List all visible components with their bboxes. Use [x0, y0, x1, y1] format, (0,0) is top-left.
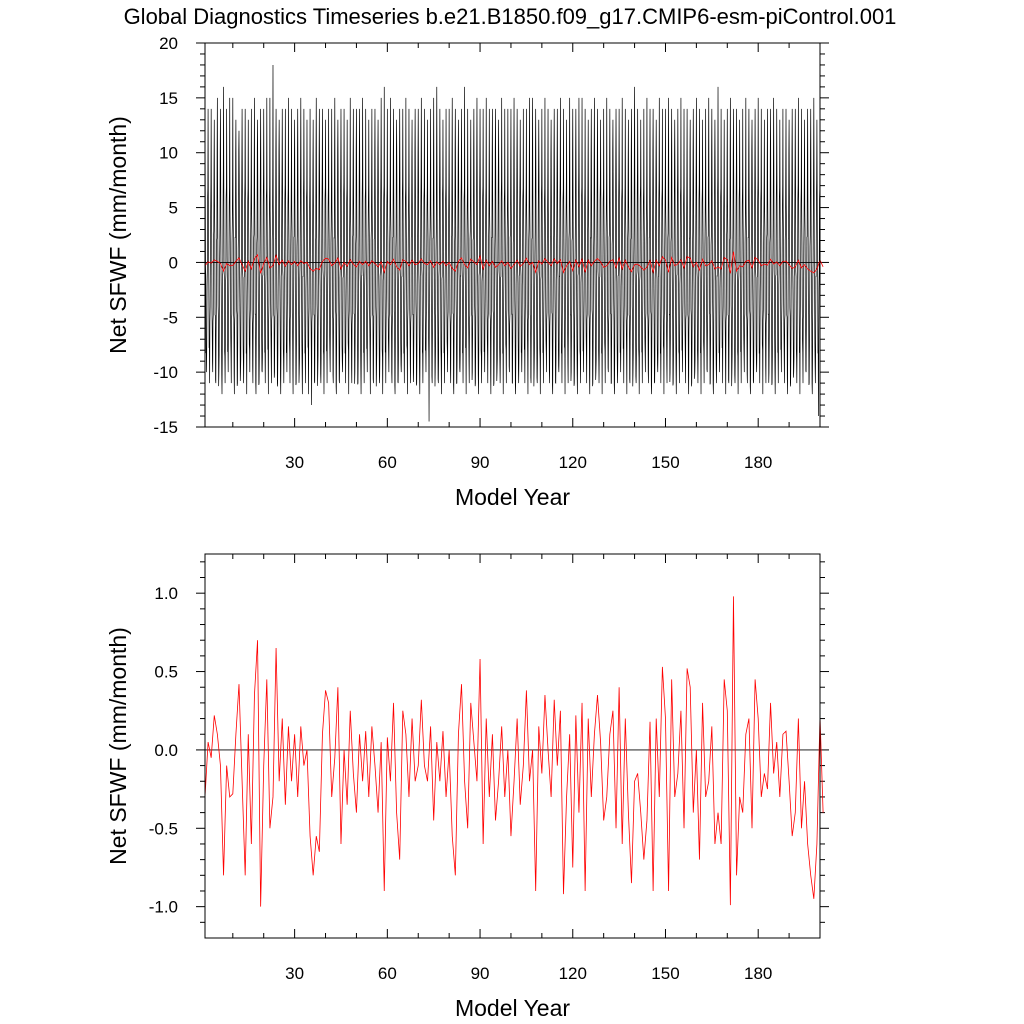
y-tick-label: 1.0	[154, 584, 178, 603]
x-tick-label: 60	[378, 453, 397, 472]
bottom-panel-x-axis-title: Model Year	[455, 995, 570, 1021]
y-tick-label: 0.0	[154, 741, 178, 760]
top-panel: 30 60 90 120 150 180 -15 -10 -5 0 5 10 15 20 Model Ye…	[105, 34, 829, 510]
y-tick-label: 5	[169, 199, 178, 218]
annual-mean-series-line	[204, 596, 824, 907]
x-tick-label: 150	[651, 964, 679, 983]
x-tick-label: 120	[559, 453, 587, 472]
x-tick-label: 180	[744, 964, 772, 983]
annual-mean-series-line	[204, 251, 824, 274]
y-tick-label: 0.5	[154, 663, 178, 682]
y-tick-label: -15	[153, 418, 178, 437]
bottom-panel-marks	[204, 596, 824, 907]
y-tick-label: 0	[169, 253, 178, 272]
y-tick-label: -0.5	[149, 819, 178, 838]
top-panel-x-axis-title: Model Year	[455, 484, 570, 510]
x-tick-label: 120	[559, 964, 587, 983]
x-tick-label: 90	[471, 964, 490, 983]
figure-title: Global Diagnostics Timeseries b.e21.B185…	[124, 4, 897, 29]
bottom-panel-ticks	[196, 554, 829, 938]
x-tick-label: 150	[651, 453, 679, 472]
x-tick-label: 30	[285, 964, 304, 983]
top-panel-tick-labels: 30 60 90 120 150 180 -15 -10 -5 0 5 10 15 20	[153, 34, 772, 472]
bottom-panel-y-axis-title: Net SFWF (mm/month)	[105, 627, 131, 865]
top-panel-marks	[204, 64, 824, 422]
top-panel-frame	[204, 42, 821, 428]
y-tick-label: -1.0	[149, 898, 178, 917]
x-tick-label: 90	[471, 453, 490, 472]
x-tick-label: 60	[378, 964, 397, 983]
monthly-series-line	[204, 64, 821, 422]
bottom-panel-tick-labels: 30 60 90 120 150 180 -1.0 -0.5 0.0 0.5 1.0	[149, 584, 773, 983]
x-tick-label: 180	[744, 453, 772, 472]
y-tick-label: 20	[159, 34, 178, 53]
y-tick-label: 10	[159, 144, 178, 163]
bottom-panel: 30 60 90 120 150 180 -1.0 -0.5 0.0 0.5 1.0 Model Y…	[105, 553, 829, 1021]
y-tick-label: 15	[159, 89, 178, 108]
top-panel-y-axis-title: Net SFWF (mm/month)	[105, 116, 131, 354]
y-tick-label: -10	[153, 363, 178, 382]
y-tick-label: -5	[163, 308, 178, 327]
x-tick-label: 30	[285, 453, 304, 472]
bottom-panel-frame	[204, 553, 821, 939]
